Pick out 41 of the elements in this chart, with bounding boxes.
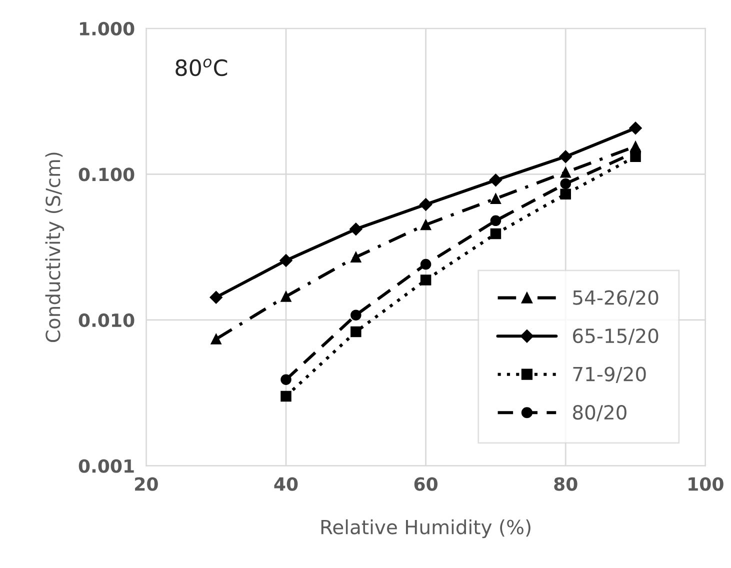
y-tick-label: 1.000 (80, 22, 134, 36)
point (350, 326, 362, 338)
y-axis-title: Conductivity (S/cm) (45, 152, 64, 342)
point (630, 151, 641, 162)
point (349, 222, 362, 236)
point (560, 178, 571, 190)
point (210, 290, 223, 304)
point (210, 334, 222, 344)
point (559, 150, 572, 164)
point (280, 254, 292, 267)
point (419, 198, 432, 211)
legend-label: 80/20 (572, 404, 626, 422)
point (489, 174, 502, 187)
point (280, 374, 292, 385)
point (280, 291, 292, 302)
x-tick-label: 100 (688, 477, 724, 491)
point (420, 258, 432, 270)
point (420, 274, 432, 286)
point (490, 228, 502, 240)
point (490, 193, 502, 204)
point (350, 310, 362, 320)
annotation: 80$^{o}$C (176, 58, 228, 76)
point (560, 188, 571, 200)
point (490, 215, 502, 226)
point (629, 122, 642, 135)
legend-label: 65-15/20 (573, 328, 658, 345)
x-tick-label: 40 (274, 477, 298, 491)
x-tick-label: 60 (414, 477, 438, 491)
point (280, 390, 292, 402)
point (420, 219, 432, 230)
x-tick-label: 80 (554, 477, 578, 491)
y-tick-label: 0.100 (78, 168, 134, 182)
point (630, 141, 641, 152)
legend-label: 54-26/20 (573, 290, 658, 306)
y-tick-label: 0.001 (78, 459, 134, 473)
y-tick-label: 0.010 (78, 313, 134, 328)
x-tick-label: 20 (135, 477, 158, 491)
legend-label: 71-9/20 (573, 366, 646, 383)
x-axis-title: Relative Humidity (%) (321, 519, 530, 538)
point (350, 252, 362, 262)
point (560, 166, 571, 178)
